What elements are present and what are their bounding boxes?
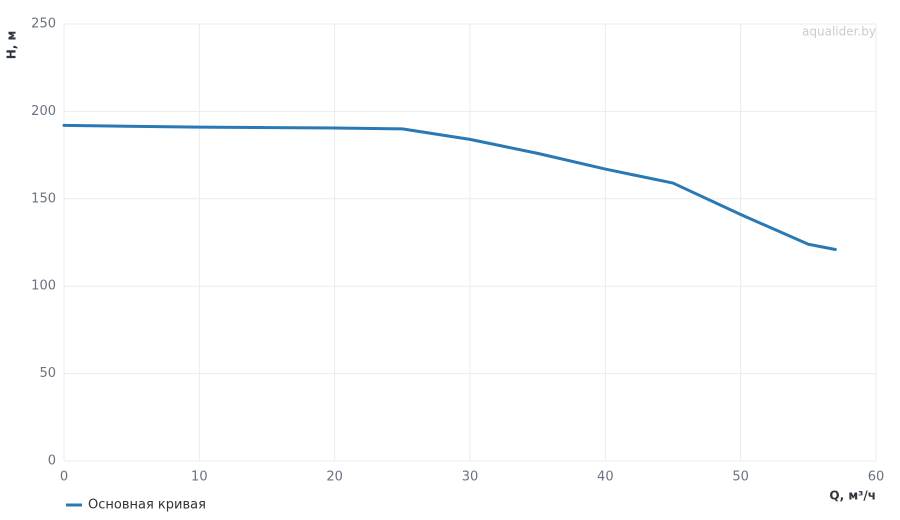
y-axis-title: H, м [5, 31, 19, 60]
legend-label: Основная кривая [88, 498, 206, 513]
watermark: aqualider.by [802, 25, 876, 39]
x-tick-label: 20 [326, 470, 343, 485]
y-tick-label: 150 [31, 191, 56, 206]
x-tick-label: 0 [60, 470, 68, 485]
x-tick-label: 30 [462, 470, 479, 485]
x-axis-title: Q, м³/ч [829, 489, 876, 503]
x-tick-label: 60 [868, 470, 885, 485]
y-tick-label: 0 [48, 454, 56, 469]
x-tick-label: 40 [597, 470, 614, 485]
y-tick-label: 200 [31, 104, 56, 119]
data-line [62, 123, 837, 251]
x-tick-label: 50 [732, 470, 749, 485]
y-tick-label: 250 [31, 17, 56, 32]
x-tick-label: 10 [191, 470, 208, 485]
y-tick-label: 50 [39, 366, 56, 381]
y-tick-label: 100 [31, 279, 56, 294]
